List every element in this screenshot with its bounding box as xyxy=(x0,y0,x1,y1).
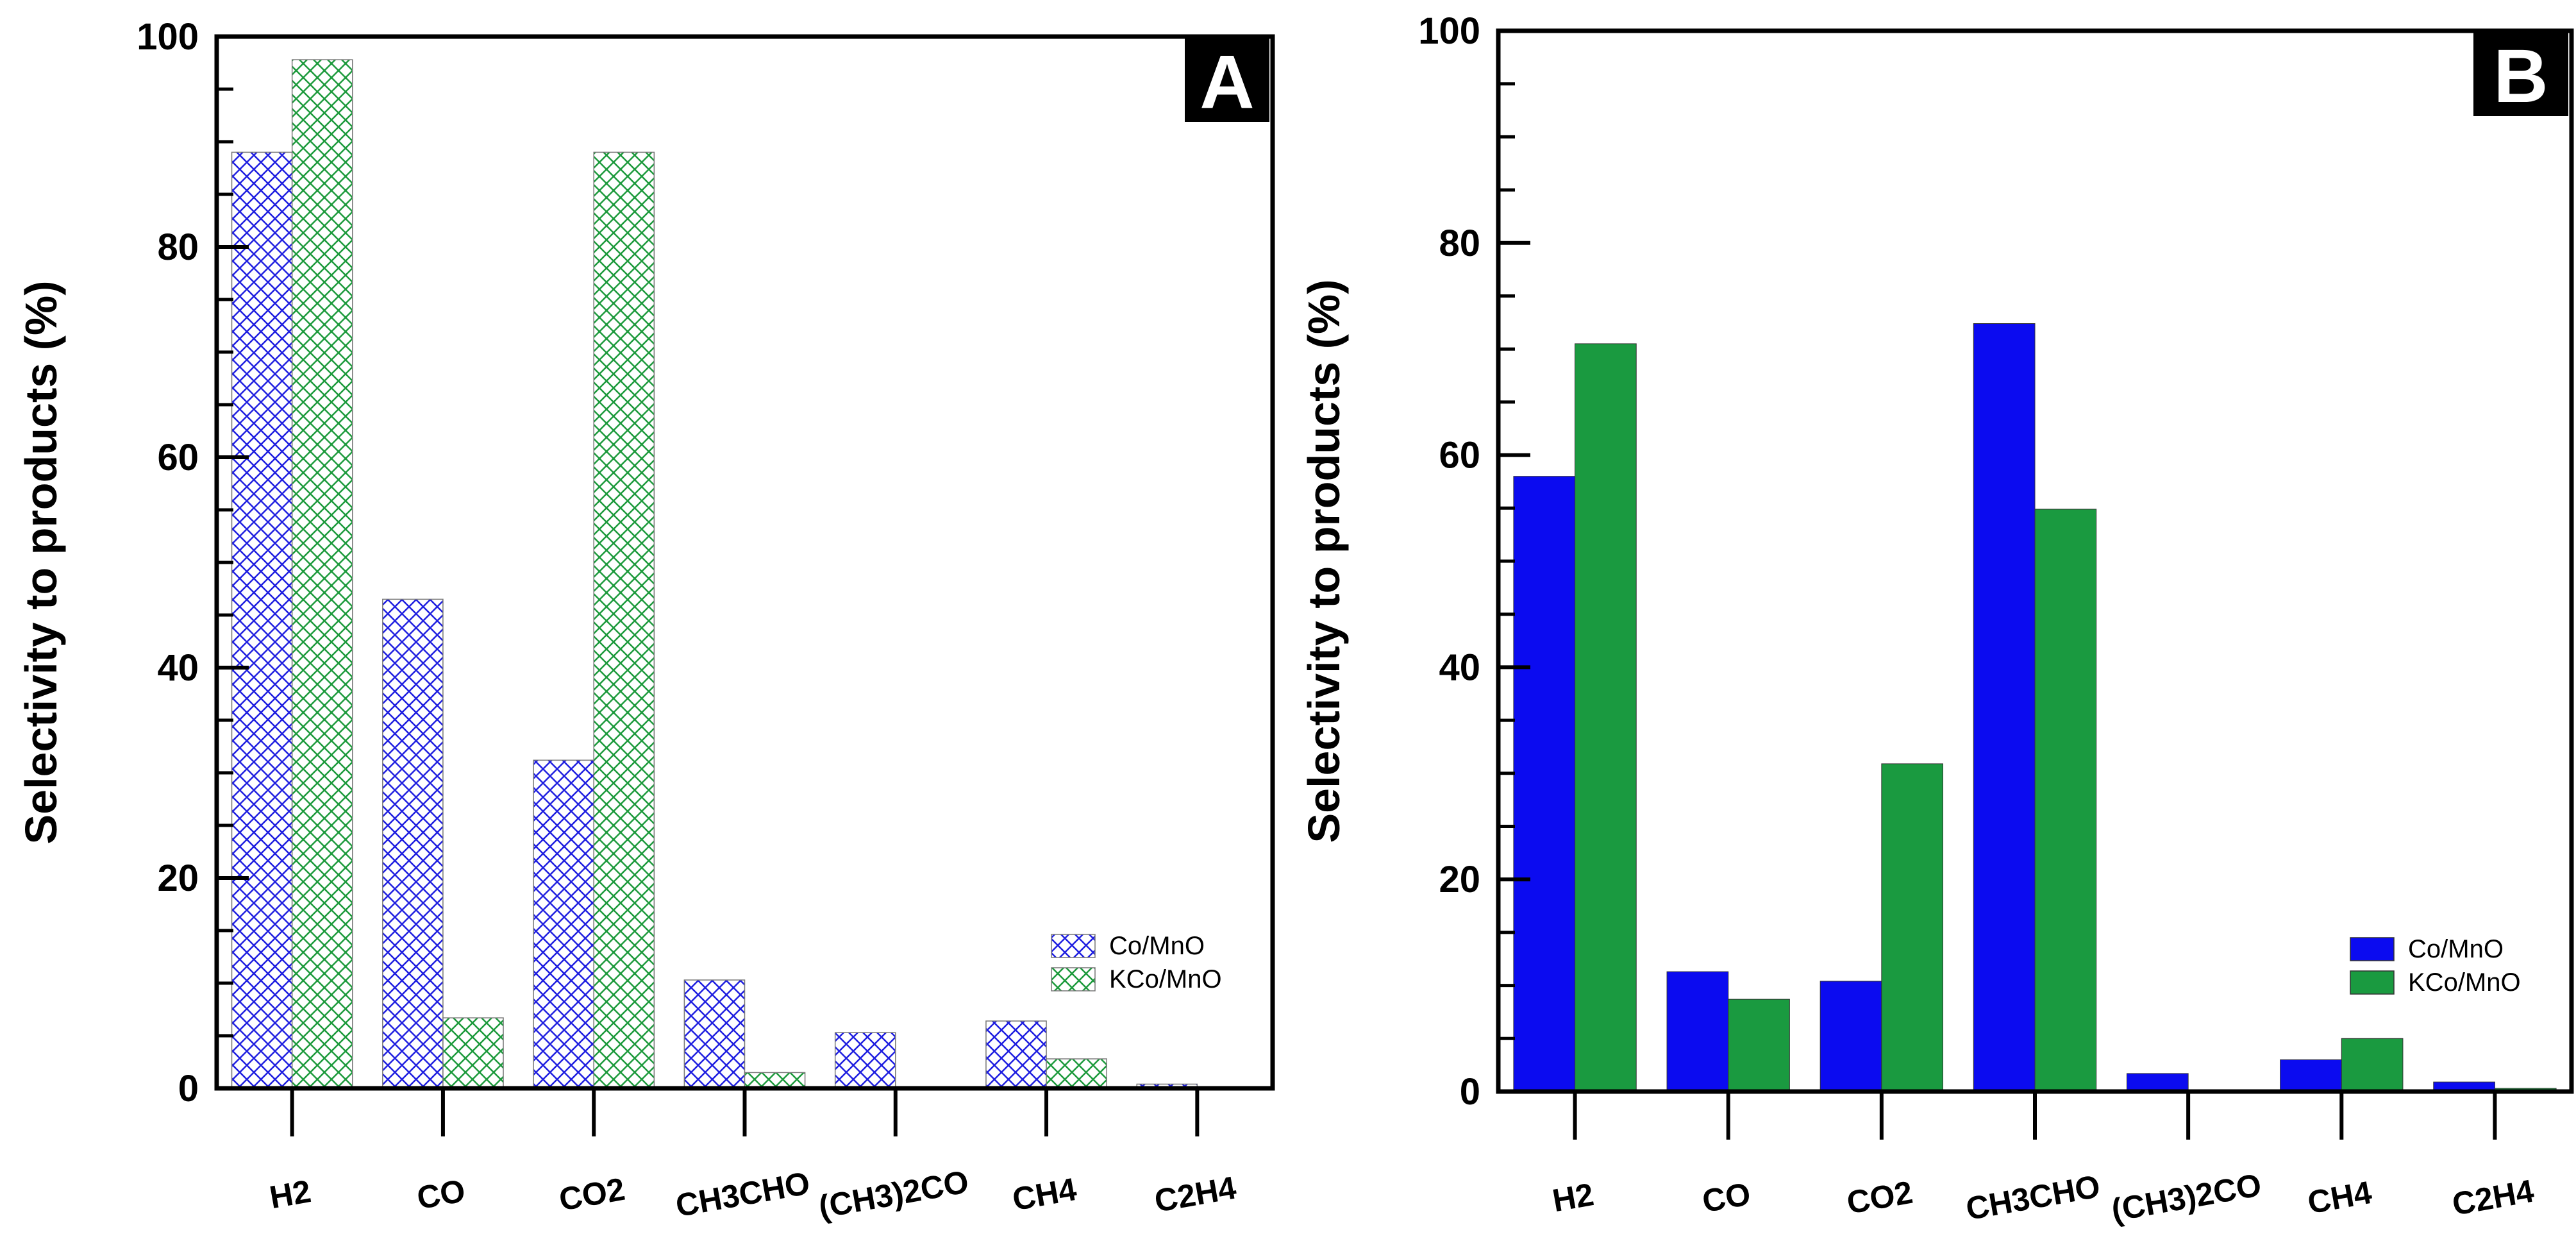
bar-b-kco-mno-3 xyxy=(2034,509,2097,1092)
legend-label-a-1: KCo/MnO xyxy=(1109,965,1222,993)
bar-b-co-mno-0 xyxy=(1513,476,1576,1092)
bar-b-kco-mno-2 xyxy=(1881,763,1944,1092)
legend-swatch-a-0 xyxy=(1051,934,1096,958)
y-tick-label-b-3: 60 xyxy=(1439,435,1480,477)
category-label-a-6: C2H4 xyxy=(1152,1170,1239,1219)
legend-label-b-0: Co/MnO xyxy=(2408,935,2504,963)
bar-a-co-mno-3 xyxy=(683,979,746,1089)
y-axis-a: 0 20 40 60 80 100 xyxy=(137,16,249,1109)
category-label-a-1: CO xyxy=(414,1172,468,1216)
y-tick-label-a-3: 60 xyxy=(157,437,199,478)
category-label-b-2: CO2 xyxy=(1844,1174,1915,1221)
chart-panel-b: 0 20 40 60 80 100 H2 CO CO2 CH3CHO (CH3)2CO CH4 C2H… xyxy=(1299,10,2574,1228)
bar-b-kco-mno-0 xyxy=(1575,343,1637,1092)
bar-b-kco-mno-1 xyxy=(1728,999,1790,1092)
category-label-a-3: CH3CHO xyxy=(673,1165,813,1224)
category-label-a-0: H2 xyxy=(267,1173,314,1215)
bar-b-co-mno-5 xyxy=(2280,1059,2342,1092)
legend-b: Co/MnO KCo/MnO xyxy=(2350,935,2521,997)
bar-b-co-mno-1 xyxy=(1666,971,1729,1092)
legend-swatch-b-1 xyxy=(2350,970,2395,995)
y-tick-label-a-4: 80 xyxy=(157,226,199,268)
bar-b-kco-mno-5 xyxy=(2341,1038,2404,1092)
bar-a-co-mno-1 xyxy=(382,598,444,1089)
y-tick-label-b-5: 100 xyxy=(1418,10,1480,52)
category-label-a-5: CH4 xyxy=(1010,1171,1079,1218)
bar-a-kco-mno-5 xyxy=(1046,1058,1107,1089)
bars-group-a xyxy=(231,59,1198,1089)
bars-group-b xyxy=(1513,323,2557,1092)
category-label-a-2: CO2 xyxy=(556,1171,628,1218)
x-axis-b: H2 CO CO2 CH3CHO (CH3)2CO CH4 C2H4 xyxy=(1550,1092,2536,1228)
category-label-b-5: CH4 xyxy=(2305,1174,2374,1221)
y-axis-title-a: Selectivity to products (%) xyxy=(16,280,66,844)
plot-frame-a xyxy=(214,34,1275,1091)
y-tick-label-b-0: 0 xyxy=(1460,1071,1480,1113)
bar-a-kco-mno-2 xyxy=(593,151,655,1089)
x-axis-a: H2 CO CO2 CH3CHO (CH3)2CO CH4 C2H4 xyxy=(267,1088,1239,1225)
bar-a-co-mno-5 xyxy=(985,1020,1047,1089)
category-label-a-4: (CH3)2CO xyxy=(816,1163,971,1225)
bar-a-co-mno-2 xyxy=(533,759,594,1089)
bar-a-kco-mno-3 xyxy=(744,1072,806,1089)
chart-panel-a: 0 20 40 60 80 100 H2 CO CO2 CH3CHO (CH3)2CO CH4 C2H… xyxy=(16,16,1275,1225)
category-label-b-1: CO xyxy=(1700,1176,1753,1219)
y-tick-label-a-0: 0 xyxy=(178,1068,199,1109)
legend-swatch-b-0 xyxy=(2350,937,2395,961)
bar-a-co-mno-4 xyxy=(834,1032,896,1089)
legend-label-b-1: KCo/MnO xyxy=(2408,968,2521,997)
panel-letter-b: B xyxy=(2493,34,2548,119)
y-axis-title-b: Selectivity to products (%) xyxy=(1299,279,1349,843)
category-label-b-4: (CH3)2CO xyxy=(2109,1167,2264,1228)
bar-b-co-mno-2 xyxy=(1819,981,1882,1092)
y-tick-label-b-4: 80 xyxy=(1439,223,1480,264)
category-label-b-0: H2 xyxy=(1550,1176,1596,1219)
y-tick-label-b-2: 40 xyxy=(1439,646,1480,688)
bar-a-kco-mno-1 xyxy=(442,1017,504,1089)
y-tick-label-a-2: 40 xyxy=(157,647,199,689)
panel-letter-a: A xyxy=(1200,40,1254,124)
bar-a-co-mno-0 xyxy=(231,151,293,1089)
y-tick-label-b-1: 20 xyxy=(1439,859,1480,900)
legend-swatch-a-1 xyxy=(1051,967,1096,991)
panel-label-b: B xyxy=(2473,31,2568,119)
bar-a-kco-mno-0 xyxy=(291,59,353,1089)
category-label-b-6: C2H4 xyxy=(2450,1173,2537,1222)
legend-label-a-0: Co/MnO xyxy=(1109,932,1205,960)
y-axis-b: 0 20 40 60 80 100 xyxy=(1418,10,1530,1113)
category-label-b-3: CH3CHO xyxy=(1963,1168,2103,1227)
bar-b-co-mno-4 xyxy=(2126,1073,2189,1092)
bar-b-co-mno-3 xyxy=(1973,323,2036,1092)
y-tick-label-a-1: 20 xyxy=(157,857,199,899)
y-tick-label-a-5: 100 xyxy=(137,16,199,58)
legend-a: Co/MnO KCo/MnO xyxy=(1051,932,1222,993)
panel-label-a: A xyxy=(1185,37,1269,124)
